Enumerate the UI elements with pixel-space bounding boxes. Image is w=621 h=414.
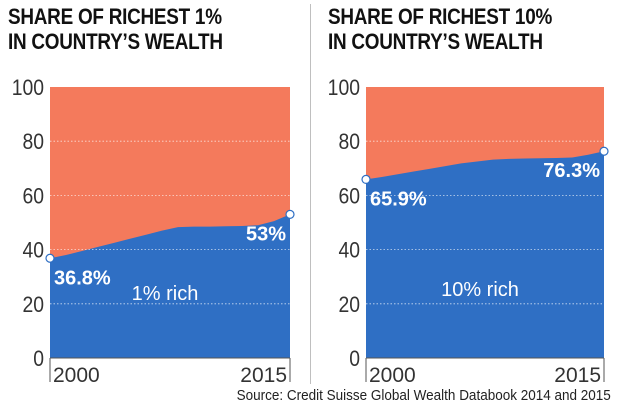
source-note: Source: Credit Suisse Global Wealth Data… [236,387,611,404]
series-label-left: 1% rich [132,283,199,305]
y-tick-label-left-80: 80 [22,130,44,154]
x-tick-label-right-start: 2000 [369,364,416,387]
y-tick-label-left-0: 0 [33,347,44,371]
data-point-left-end [285,209,295,219]
value-label-left-start: 36.8% [54,267,111,289]
data-point-right-start [361,174,371,185]
y-tick-label-left-60: 60 [22,184,44,208]
chart-title-right: SHARE OF RICHEST 10% IN COUNTRY’S WEALTH [328,4,552,54]
chart-title-left-line1: SHARE OF RICHEST 1% [8,4,222,29]
y-tick-label-right-40: 40 [338,238,360,262]
y-tick-label-left-20: 20 [22,293,44,317]
value-label-left-end: 53% [246,223,286,245]
y-tick-label-left-100: 100 [12,76,44,100]
series-area-left [50,214,290,358]
series-label-right: 10% rich [441,279,519,301]
y-tick-label-right-60: 60 [338,184,360,208]
x-tick-label-left-start: 2000 [53,364,100,387]
y-tick-label-left-40: 40 [22,238,44,262]
y-tick-label-right-0: 0 [349,347,360,371]
y-tick-label-right-80: 80 [338,130,360,154]
data-point-left-start [45,253,55,263]
series-area-right [366,151,604,358]
chart-title-left-line2: IN COUNTRY’S WEALTH [8,29,223,54]
data-point-right-end [599,146,609,156]
chart-title-right-line1: SHARE OF RICHEST 10% [328,4,553,29]
value-label-right-start: 65.9% [370,188,427,210]
x-tick-label-right-end: 2015 [554,364,601,387]
chart-title-left: SHARE OF RICHEST 1% IN COUNTRY’S WEALTH [8,4,223,54]
y-tick-label-right-100: 100 [328,76,360,100]
chart-title-right-line2: IN COUNTRY’S WEALTH [328,29,543,54]
x-tick-label-left-end: 2015 [240,364,287,387]
value-label-right-end: 76.3% [543,160,600,182]
panel-divider [310,4,311,384]
y-tick-label-right-20: 20 [338,293,360,317]
